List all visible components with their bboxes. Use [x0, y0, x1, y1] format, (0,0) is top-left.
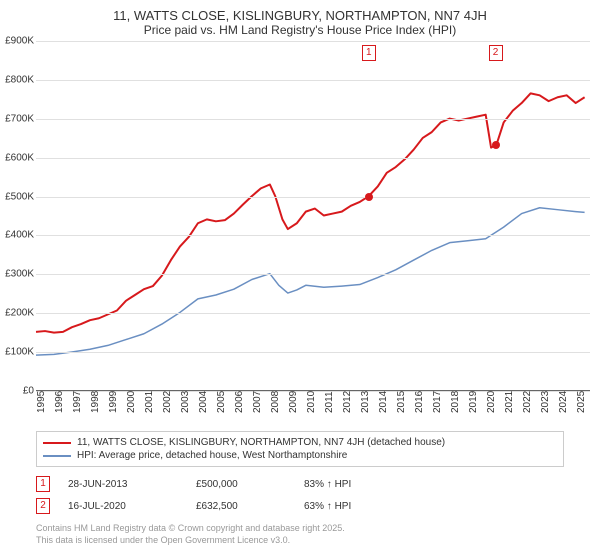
- x-tick-label: 1995: [36, 391, 47, 413]
- plot-area: £0£100K£200K£300K£400K£500K£600K£700K£80…: [36, 41, 590, 391]
- x-tick-label: 2019: [468, 391, 479, 413]
- y-tick-label: £100K: [0, 347, 34, 358]
- y-tick-label: £300K: [0, 269, 34, 280]
- series-line-prop: [36, 93, 585, 332]
- sale-marker-box: 1: [362, 45, 376, 61]
- gridline: [36, 235, 590, 236]
- gridline: [36, 119, 590, 120]
- y-tick-label: £600K: [0, 152, 34, 163]
- x-axis-labels: 1995 1996 1997 1998 1999 2000 2001 2002 2003 2004…: [36, 391, 590, 427]
- y-tick-label: £800K: [0, 74, 34, 85]
- sale-row: 2 16-JUL-2020 £632,500 63% ↑ HPI: [36, 495, 564, 517]
- x-tick-label: 2025: [576, 391, 587, 413]
- x-tick-label: 2007: [252, 391, 263, 413]
- legend-item: 11, WATTS CLOSE, KISLINGBURY, NORTHAMPTO…: [43, 436, 557, 449]
- x-tick-label: 2011: [324, 391, 335, 413]
- x-tick-label: 2008: [270, 391, 281, 413]
- x-tick-label: 2004: [198, 391, 209, 413]
- x-tick-label: 2001: [144, 391, 155, 413]
- x-tick-label: 2021: [504, 391, 515, 413]
- gridline: [36, 158, 590, 159]
- x-tick-label: 2006: [234, 391, 245, 413]
- legend-item: HPI: Average price, detached house, West…: [43, 449, 557, 462]
- series-line-hpi: [36, 208, 585, 355]
- chart-container: 11, WATTS CLOSE, KISLINGBURY, NORTHAMPTO…: [0, 0, 600, 546]
- legend-swatch: [43, 442, 71, 444]
- chart-lines: [36, 41, 590, 390]
- x-tick-label: 2010: [306, 391, 317, 413]
- x-tick-label: 2015: [396, 391, 407, 413]
- gridline: [36, 274, 590, 275]
- x-tick-label: 2005: [216, 391, 227, 413]
- sale-delta: 83% ↑ HPI: [304, 479, 414, 490]
- sale-price: £500,000: [196, 479, 286, 490]
- footer-line-2: This data is licensed under the Open Gov…: [36, 535, 564, 547]
- sales-table: 1 28-JUN-2013 £500,000 83% ↑ HPI 2 16-JU…: [36, 473, 564, 517]
- gridline: [36, 80, 590, 81]
- x-tick-label: 2014: [378, 391, 389, 413]
- gridline: [36, 197, 590, 198]
- x-tick-label: 2022: [522, 391, 533, 413]
- legend-label: HPI: Average price, detached house, West…: [77, 450, 347, 461]
- sale-dot: [492, 141, 500, 149]
- x-tick-label: 2020: [486, 391, 497, 413]
- x-tick-label: 2000: [126, 391, 137, 413]
- sale-marker-icon: 1: [36, 476, 50, 492]
- x-tick-label: 2009: [288, 391, 299, 413]
- legend-label: 11, WATTS CLOSE, KISLINGBURY, NORTHAMPTO…: [77, 437, 445, 448]
- legend: 11, WATTS CLOSE, KISLINGBURY, NORTHAMPTO…: [36, 431, 564, 467]
- title-line-2: Price paid vs. HM Land Registry's House …: [10, 23, 590, 37]
- x-tick-label: 2016: [414, 391, 425, 413]
- x-tick-label: 2003: [180, 391, 191, 413]
- x-tick-label: 2018: [450, 391, 461, 413]
- y-tick-label: £0: [0, 386, 34, 397]
- x-tick-label: 2012: [342, 391, 353, 413]
- title-line-1: 11, WATTS CLOSE, KISLINGBURY, NORTHAMPTO…: [10, 8, 590, 23]
- y-tick-label: £500K: [0, 191, 34, 202]
- footer-line-1: Contains HM Land Registry data © Crown c…: [36, 523, 564, 535]
- sale-dot: [365, 193, 373, 201]
- x-tick-label: 2002: [162, 391, 173, 413]
- gridline: [36, 352, 590, 353]
- x-tick-label: 1996: [54, 391, 65, 413]
- sale-marker-box: 2: [489, 45, 503, 61]
- y-tick-label: £700K: [0, 113, 34, 124]
- x-tick-label: 2013: [360, 391, 371, 413]
- sale-price: £632,500: [196, 501, 286, 512]
- x-tick-label: 1999: [108, 391, 119, 413]
- chart-title: 11, WATTS CLOSE, KISLINGBURY, NORTHAMPTO…: [0, 0, 600, 41]
- footer: Contains HM Land Registry data © Crown c…: [36, 523, 564, 546]
- x-tick-label: 1997: [72, 391, 83, 413]
- gridline: [36, 41, 590, 42]
- sale-row: 1 28-JUN-2013 £500,000 83% ↑ HPI: [36, 473, 564, 495]
- x-tick-label: 2024: [558, 391, 569, 413]
- sale-date: 28-JUN-2013: [68, 479, 178, 490]
- x-tick-label: 2017: [432, 391, 443, 413]
- legend-swatch: [43, 455, 71, 457]
- gridline: [36, 313, 590, 314]
- y-tick-label: £400K: [0, 230, 34, 241]
- y-tick-label: £200K: [0, 308, 34, 319]
- sale-date: 16-JUL-2020: [68, 501, 178, 512]
- y-tick-label: £900K: [0, 36, 34, 47]
- x-tick-label: 1998: [90, 391, 101, 413]
- sale-marker-icon: 2: [36, 498, 50, 514]
- x-tick-label: 2023: [540, 391, 551, 413]
- sale-delta: 63% ↑ HPI: [304, 501, 414, 512]
